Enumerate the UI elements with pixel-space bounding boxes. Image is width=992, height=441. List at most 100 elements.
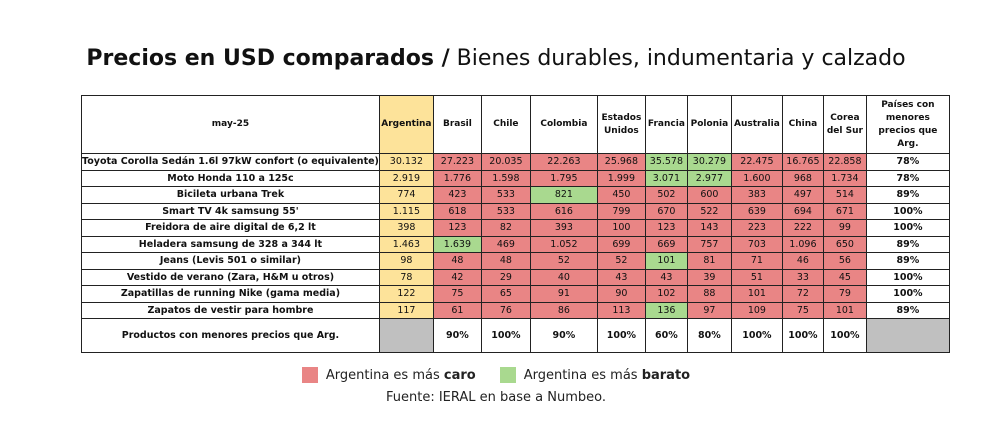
- table-row: Bicileta urbana Trek 774 423 533 821 450 502 60…: [81, 186, 950, 204]
- column-header: Corea del Sur: [822, 95, 867, 154]
- price-cell: 86: [529, 301, 598, 319]
- price-cell: 88: [686, 285, 732, 303]
- price-cell: 968: [781, 169, 824, 187]
- price-cell: 694: [781, 202, 824, 220]
- row-label: Moto Honda 110 a 125c: [81, 169, 380, 187]
- price-cell: 699: [596, 235, 646, 253]
- price-cell: 100: [596, 219, 646, 237]
- price-cell: 2.977: [686, 169, 732, 187]
- price-cell: 99: [822, 219, 867, 237]
- table-row: Vestido de verano (Zara, H&M u otros) 78 4…: [81, 268, 950, 286]
- price-cell: 469: [480, 235, 531, 253]
- price-cell: 33: [781, 268, 824, 286]
- price-cell: 123: [644, 219, 688, 237]
- gray-cell: [865, 318, 950, 353]
- row-label: Freidora de aire digital de 6,2 lt: [81, 219, 380, 237]
- legend-item-barato: Argentina es más barato: [499, 367, 690, 383]
- price-cell: 502: [644, 186, 688, 204]
- share-cell: 78%: [865, 169, 950, 187]
- price-cell: 46: [781, 252, 824, 270]
- price-cell: 616: [529, 202, 598, 220]
- price-cell: 113: [596, 301, 646, 319]
- price-cell: 223: [730, 219, 783, 237]
- footer-cell: 60%: [644, 318, 688, 353]
- price-cell: 101: [822, 301, 867, 319]
- price-cell: 61: [432, 301, 482, 319]
- legend-text: Argentina es más: [523, 367, 642, 383]
- price-cell: 102: [644, 285, 688, 303]
- price-cell: 222: [781, 219, 824, 237]
- price-cell: 670: [644, 202, 688, 220]
- price-cell: 3.071: [644, 169, 688, 187]
- price-cell: 75: [432, 285, 482, 303]
- column-header: Australia: [730, 95, 783, 154]
- title-bold: Precios en USD comparados /: [86, 46, 450, 71]
- footer-cell: 90%: [529, 318, 598, 353]
- share-cell: 100%: [865, 219, 950, 237]
- price-cell: 22.263: [529, 153, 598, 171]
- price-cell: 2.919: [378, 169, 434, 187]
- footer-cell: 100%: [781, 318, 824, 353]
- footer-cell: 100%: [822, 318, 867, 353]
- share-cell: 89%: [865, 301, 950, 319]
- row-label: Jeans (Levis 501 o similar): [81, 252, 380, 270]
- price-cell: 703: [730, 235, 783, 253]
- price-cell: 1.115: [378, 202, 434, 220]
- price-cell: 79: [822, 285, 867, 303]
- share-cell: 89%: [865, 235, 950, 253]
- row-label: Zapatillas de running Nike (gama media): [81, 285, 380, 303]
- price-cell: 51: [730, 268, 783, 286]
- price-cell: 78: [378, 268, 434, 286]
- price-cell: 600: [686, 186, 732, 204]
- footer-cell: 80%: [686, 318, 732, 353]
- price-cell: 122: [378, 285, 434, 303]
- column-header: Estados Unidos: [596, 95, 646, 154]
- legend-bold: caro: [443, 367, 476, 383]
- table-row: Zapatos de vestir para hombre 117 61 76 86 11…: [81, 301, 950, 319]
- price-cell: 42: [432, 268, 482, 286]
- price-cell: 16.765: [781, 153, 824, 171]
- price-cell: 98: [378, 252, 434, 270]
- footer-row: Productos con menores precios que Arg. 90…: [81, 318, 950, 353]
- price-cell: 757: [686, 235, 732, 253]
- price-cell: 43: [596, 268, 646, 286]
- price-cell: 799: [596, 202, 646, 220]
- price-cell: 533: [480, 202, 531, 220]
- price-cell: 109: [730, 301, 783, 319]
- price-cell: 40: [529, 268, 598, 286]
- footer-label: Productos con menores precios que Arg.: [81, 318, 380, 353]
- price-cell: 117: [378, 301, 434, 319]
- price-cell: 29: [480, 268, 531, 286]
- price-cell: 71: [730, 252, 783, 270]
- price-cell: 45: [822, 268, 867, 286]
- price-cell: 30.279: [686, 153, 732, 171]
- table-row: Zapatillas de running Nike (gama media) 1…: [81, 285, 950, 303]
- footer-cell: 100%: [596, 318, 646, 353]
- footer-cell: 100%: [730, 318, 783, 353]
- price-cell: 669: [644, 235, 688, 253]
- row-label: Toyota Corolla Sedán 1.6l 97kW confort (…: [81, 153, 380, 171]
- legend-text: Argentina es más: [325, 367, 444, 383]
- price-cell: 136: [644, 301, 688, 319]
- row-label: Heladera samsung de 328 a 344 lt: [81, 235, 380, 253]
- legend-swatch-red: [301, 367, 318, 383]
- price-cell: 1.639: [432, 235, 482, 253]
- column-header: Polonia: [686, 95, 732, 154]
- share-cell: 89%: [865, 252, 950, 270]
- price-cell: 639: [730, 202, 783, 220]
- price-cell: 22.858: [822, 153, 867, 171]
- price-cell: 27.223: [432, 153, 482, 171]
- price-cell: 39: [686, 268, 732, 286]
- price-cell: 52: [529, 252, 598, 270]
- title-subtitle: Bienes durables, indumentaria y calzado: [449, 46, 906, 71]
- price-cell: 497: [781, 186, 824, 204]
- price-cell: 48: [432, 252, 482, 270]
- column-header: Colombia: [529, 95, 598, 154]
- row-label: Zapatos de vestir para hombre: [81, 301, 380, 319]
- price-cell: 1.052: [529, 235, 598, 253]
- share-cell: 78%: [865, 153, 950, 171]
- price-cell: 1.096: [781, 235, 824, 253]
- table-row: Freidora de aire digital de 6,2 lt 398 123…: [81, 219, 950, 237]
- table-row: Jeans (Levis 501 o similar) 98 48 48 52 52 101…: [81, 252, 950, 270]
- row-label: Vestido de verano (Zara, H&M u otros): [81, 268, 380, 286]
